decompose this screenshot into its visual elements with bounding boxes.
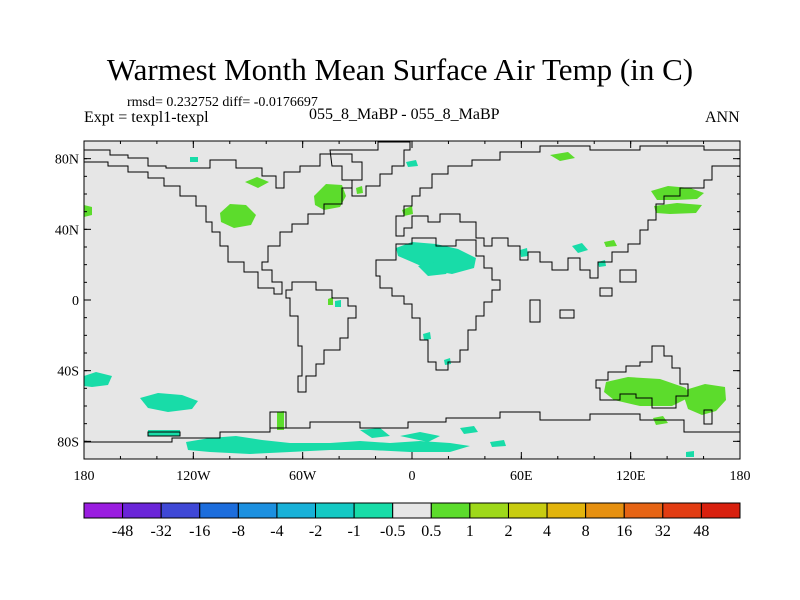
anomaly-patch: [400, 432, 440, 442]
coastline-north-america: [84, 149, 363, 295]
experiment-label: Expt = texpl1-texpl: [84, 109, 209, 126]
anomaly-patch: [520, 248, 528, 257]
anomaly-patch: [148, 430, 180, 436]
colorbar-label: 32: [655, 523, 671, 540]
colorbar-label: -2: [309, 523, 322, 540]
colorbar-swatch: [276, 502, 317, 519]
lon-tick-label: 120W: [176, 469, 211, 484]
anomaly-patch: [604, 240, 617, 247]
lat-tick-label: 80N: [55, 153, 79, 168]
lon-tick-label: 60W: [289, 469, 317, 484]
plot-title: Warmest Month Mean Surface Air Temp (in …: [106, 52, 694, 87]
anomaly-patch: [406, 160, 418, 167]
anomaly-patch: [84, 372, 112, 387]
anomaly-patch: [140, 393, 198, 412]
lon-tick-label: 0: [409, 469, 416, 484]
axis-ticks: [83, 140, 741, 460]
colorbar: -48 -32 -16 -8 -4 -2 -1 -0.5 0.5 1 2 4 8 16 32 48: [83, 502, 741, 540]
anomaly-patch: [572, 243, 588, 253]
colorbar-swatch: [507, 502, 548, 519]
anomaly-patch: [686, 451, 694, 457]
map-background: [84, 141, 740, 459]
colorbar-swatch: [315, 502, 355, 519]
lon-tick-label: 180: [730, 469, 751, 484]
anomaly-patch: [360, 428, 390, 438]
stats-label: rmsd= 0.232752 diff= -0.0176697: [127, 95, 318, 110]
colorbar-swatch: [585, 502, 625, 519]
run-label: 055_8_MaBP - 055_8_MaBP: [309, 106, 500, 123]
colorbar-swatch: [199, 502, 239, 519]
coastline-eurasia: [395, 145, 740, 279]
coastline-ice-shelf: [147, 431, 181, 437]
colorbar-label: -48: [112, 523, 133, 540]
colorbar-label: -1: [347, 523, 360, 540]
colorbar-label: 2: [504, 523, 512, 540]
colorbar-swatch: [237, 502, 278, 519]
colorbar-label: -0.5: [380, 523, 405, 540]
colorbar-swatch: [469, 502, 509, 519]
coastlines: [84, 141, 740, 443]
colorbar-swatch: [83, 502, 124, 519]
lon-tick-label: 180: [74, 469, 95, 484]
axis-labels: 80N 40N 0 40S 80S 180 120W 60W 0 60E 120E 180: [55, 153, 751, 484]
anomaly-patch: [277, 411, 284, 430]
colorbar-label: 4: [543, 523, 551, 540]
colorbar-swatch: [160, 502, 201, 519]
anomaly-fields: [84, 152, 726, 457]
colorbar-swatch: [353, 502, 394, 519]
coastline-antarctic-peninsula: [269, 411, 287, 428]
colorbar-swatch: [662, 502, 702, 519]
colorbar-label: 0.5: [421, 523, 441, 540]
coastline-australia: [595, 345, 689, 409]
colorbar-label: -8: [232, 523, 245, 540]
colorbar-label: 16: [616, 523, 632, 540]
colorbar-swatch: [546, 502, 587, 519]
anomaly-patch: [418, 262, 452, 276]
coastline-antarctica: [84, 411, 740, 443]
colorbar-swatch: [623, 502, 664, 519]
anomaly-patch: [396, 242, 476, 274]
anomaly-patch: [356, 186, 363, 194]
lat-tick-label: 0: [72, 294, 79, 309]
season-label: ANN: [705, 109, 740, 126]
anomaly-patch: [220, 204, 256, 228]
lat-tick-label: 80S: [57, 435, 79, 450]
coastline-africa: [375, 237, 501, 371]
anomaly-patch: [402, 206, 413, 216]
colorbar-swatch: [122, 502, 162, 519]
lat-tick-label: 40S: [57, 365, 79, 380]
anomaly-patch: [604, 377, 688, 406]
colorbar-label: 1: [466, 523, 474, 540]
anomaly-patch: [682, 384, 726, 415]
anomaly-patch: [84, 205, 92, 217]
colorbar-swatch: [430, 502, 471, 519]
coastline-south-america: [285, 281, 357, 393]
colorbar-label: 48: [693, 523, 709, 540]
colorbar-label: -32: [151, 523, 172, 540]
anomaly-patch: [328, 297, 333, 305]
colorbar-label: 8: [582, 523, 590, 540]
anomaly-patch: [245, 177, 269, 188]
coastline-islands: [529, 269, 637, 323]
anomaly-patch: [335, 300, 341, 307]
anomaly-patch: [654, 203, 702, 214]
anomaly-patch: [550, 152, 575, 161]
coastline-new-zealand: [703, 409, 713, 425]
anomaly-patch: [460, 426, 478, 434]
anomaly-patch: [186, 436, 470, 454]
colorbar-swatch: [700, 502, 741, 519]
colorbar-label: -4: [270, 523, 283, 540]
coastline-greenland: [329, 141, 411, 197]
colorbar-label: -16: [189, 523, 210, 540]
anomaly-patch: [459, 258, 472, 266]
anomaly-patch: [423, 332, 431, 340]
anomaly-patch: [190, 157, 198, 162]
lat-tick-label: 40N: [55, 223, 79, 238]
anomaly-patch: [490, 440, 506, 447]
lon-tick-label: 120E: [616, 469, 646, 484]
colorbar-swatch: [392, 502, 432, 519]
lon-tick-label: 60E: [510, 469, 533, 484]
